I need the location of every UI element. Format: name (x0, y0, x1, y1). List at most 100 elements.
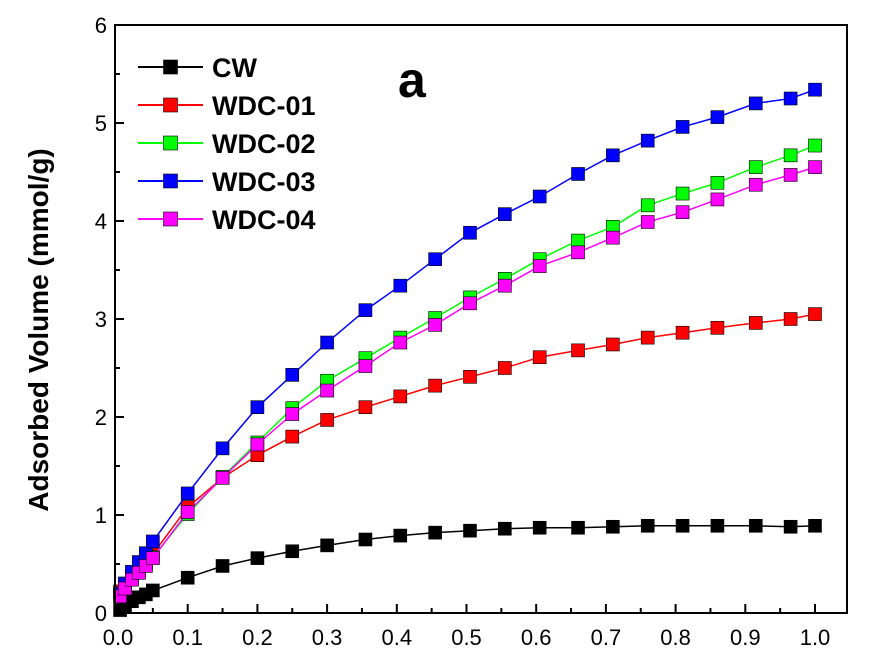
data-point-wdc-01 (710, 321, 725, 335)
data-point-cw (428, 525, 442, 540)
data-point-cw (215, 559, 230, 573)
data-point-wdc-03 (783, 91, 798, 106)
data-point-wdc-04 (358, 359, 373, 373)
data-point-wdc-04 (498, 278, 512, 293)
legend-label: WDC-02 (212, 129, 316, 159)
data-point-wdc-04 (215, 470, 230, 485)
legend-label: WDC-04 (212, 205, 316, 235)
data-point-wdc-02 (571, 233, 585, 248)
legend-item-wdc-01: WDC-01 (138, 91, 316, 121)
data-point-wdc-04 (428, 318, 442, 332)
data-point-cw (675, 518, 690, 533)
data-point-wdc-03 (710, 110, 725, 124)
data-point-cw (250, 551, 265, 565)
y-tick-label: 3 (95, 307, 107, 332)
data-point-wdc-01 (532, 350, 547, 365)
data-point-wdc-03 (463, 225, 477, 240)
data-point-wdc-04 (783, 168, 798, 182)
data-point-cw (710, 518, 725, 533)
x-tick-label: 0.3 (312, 625, 343, 650)
legend-marker (163, 97, 178, 113)
data-point-wdc-02 (808, 138, 822, 153)
data-point-wdc-04 (808, 160, 822, 174)
data-point-wdc-01 (393, 389, 408, 404)
data-point-wdc-03 (180, 486, 195, 501)
data-point-wdc-03 (571, 167, 585, 181)
data-point-wdc-03 (498, 207, 512, 221)
data-point-cw (146, 583, 160, 598)
x-tick-label: 0.5 (451, 625, 482, 650)
y-tick-label: 2 (95, 405, 107, 430)
y-tick-label: 4 (95, 209, 107, 234)
axis-ticks: 0.0 0.1 0.2 0.3 0.4 0.5 0.6 0.7 0.8 0.9 1.0 0 1 2 3 4 5 6 (95, 13, 831, 650)
data-point-cw (393, 528, 408, 543)
data-point-wdc-01 (428, 378, 442, 393)
x-tick-label: 1.0 (800, 625, 831, 650)
data-point-wdc-01 (808, 307, 822, 321)
data-point-wdc-02 (710, 175, 725, 190)
data-point-cw (498, 521, 512, 536)
data-point-wdc-03 (675, 120, 690, 134)
data-point-wdc-04 (463, 296, 477, 311)
legend-item-wdc-02: WDC-02 (138, 129, 316, 159)
data-point-wdc-04 (640, 215, 655, 229)
data-point-cw (606, 519, 620, 534)
data-point-wdc-04 (285, 407, 300, 421)
data-point-cw (783, 519, 798, 534)
legend-label: WDC-01 (212, 91, 316, 121)
legend-marker (163, 173, 178, 189)
plot-series (113, 82, 822, 617)
data-point-wdc-03 (215, 441, 230, 456)
data-point-wdc-03 (428, 252, 442, 267)
data-point-wdc-03 (640, 133, 655, 148)
data-point-wdc-04 (250, 437, 265, 452)
data-point-cw (180, 570, 195, 585)
data-point-wdc-04 (320, 383, 334, 398)
data-point-wdc-03 (250, 400, 265, 415)
x-tick-label: 0.7 (591, 625, 622, 650)
y-tick-label: 6 (95, 13, 107, 38)
panel-label: a (398, 52, 427, 108)
legend-item-wdc-03: WDC-03 (138, 167, 316, 197)
data-point-wdc-01 (640, 330, 655, 345)
x-tick-label: 0.9 (730, 625, 761, 650)
data-point-wdc-04 (571, 245, 585, 260)
legend-marker (163, 59, 178, 75)
data-point-wdc-03 (606, 148, 620, 163)
legend-item-wdc-04: WDC-04 (138, 205, 316, 235)
data-point-wdc-03 (532, 189, 547, 204)
x-tick-label: 0.1 (172, 625, 203, 650)
legend: CW WDC-01 WDC-02 WDC-03 WDC-04 (138, 53, 316, 235)
data-point-cw (571, 520, 585, 535)
legend-marker (163, 135, 178, 151)
data-point-wdc-01 (606, 337, 620, 352)
data-point-wdc-04 (532, 259, 547, 273)
x-tick-label: 0.6 (521, 625, 552, 650)
x-tick-label: 0.2 (242, 625, 273, 650)
data-point-wdc-03 (393, 278, 408, 293)
series-wdc-04 (113, 160, 822, 604)
data-point-cw (808, 518, 822, 533)
data-point-wdc-01 (358, 400, 373, 415)
data-point-cw (463, 523, 477, 538)
data-point-wdc-04 (146, 551, 160, 565)
data-point-wdc-03 (748, 96, 763, 111)
legend-label: WDC-03 (212, 167, 316, 197)
data-point-wdc-01 (571, 343, 585, 358)
y-axis-title: Adsorbed Volume (mmol/g) (23, 148, 54, 512)
x-tick-label: 0.8 (660, 625, 691, 650)
legend-item-cw: CW (138, 53, 257, 83)
data-point-wdc-02 (748, 160, 763, 174)
data-point-cw (748, 518, 763, 533)
data-point-cw (320, 538, 334, 553)
y-tick-label: 0 (95, 601, 107, 626)
data-point-wdc-02 (675, 186, 690, 201)
data-point-cw (640, 518, 655, 533)
data-point-wdc-03 (146, 534, 160, 549)
data-point-wdc-03 (358, 303, 373, 317)
x-tick-label: 0.4 (382, 625, 413, 650)
data-point-wdc-01 (498, 361, 512, 375)
data-point-wdc-04 (180, 505, 195, 519)
data-point-cw (532, 520, 547, 535)
